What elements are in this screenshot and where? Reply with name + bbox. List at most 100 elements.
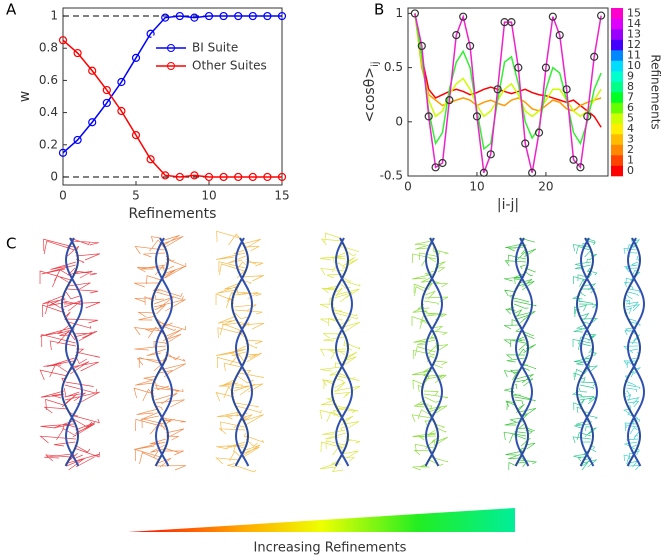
marker	[102, 85, 111, 95]
marker	[548, 12, 557, 21]
molecule-backbone	[626, 237, 646, 467]
molecule-backbone	[60, 237, 80, 467]
y-tick-label: 1	[50, 9, 58, 23]
colorbar-tick-label: 8	[627, 80, 634, 93]
y-axis-label: <cosθ>ij	[362, 61, 381, 122]
molecule	[215, 230, 265, 473]
panel-label: A	[6, 1, 17, 19]
molecule-backbone	[510, 237, 530, 467]
marker	[417, 41, 426, 51]
marker	[73, 135, 82, 145]
x-tick-label: 15	[274, 189, 289, 203]
colorbar-tick-label: 4	[627, 122, 634, 135]
marker	[534, 128, 544, 137]
marker	[58, 36, 68, 45]
series-line	[62, 15, 282, 154]
molecule-backbone	[234, 237, 254, 467]
marker	[131, 131, 141, 140]
caption: Increasing Refinements	[254, 541, 407, 556]
marker	[102, 98, 111, 108]
y-tick-label: 0.6	[39, 73, 58, 87]
marker	[541, 63, 551, 72]
marker	[234, 172, 243, 182]
marker	[131, 53, 141, 62]
y-tick-label: 0.8	[39, 41, 58, 55]
series-line	[62, 39, 282, 178]
marker	[263, 172, 272, 182]
colorbar-cell	[611, 39, 623, 51]
marker	[555, 30, 564, 40]
colorbar-tick-label: 11	[627, 48, 641, 61]
marker	[117, 77, 126, 87]
colorbar-cell	[611, 29, 623, 40]
y-axis-label-sub: ij	[370, 61, 381, 67]
marker	[452, 30, 461, 40]
marker	[459, 12, 468, 21]
molecule	[503, 237, 538, 471]
marker	[117, 106, 126, 116]
x-tick-label: 0	[59, 189, 67, 203]
marker	[277, 11, 287, 21]
marker	[58, 148, 68, 157]
colorbar-cell	[611, 92, 623, 103]
marker	[507, 17, 516, 27]
y-tick-label: 0.2	[39, 137, 58, 151]
marker	[190, 171, 199, 180]
colorbar-cell	[611, 60, 623, 72]
marker	[219, 11, 228, 21]
molecule-backbone	[424, 237, 444, 467]
legend-marker	[167, 62, 175, 70]
y-tick-label: 0.4	[39, 105, 58, 119]
axes-box	[62, 7, 283, 186]
molecule-sidechains	[319, 232, 361, 473]
legend-label: BI Suite	[192, 41, 238, 55]
y-axis-label-main: w	[17, 91, 33, 102]
colorbar-tick-label: 0	[627, 164, 634, 177]
marker	[438, 158, 447, 168]
colorbar-tick-label: 9	[627, 69, 634, 82]
legend-marker	[167, 44, 175, 52]
marker	[445, 96, 454, 105]
colorbar-tick-label: 10	[627, 59, 641, 72]
molecule	[622, 237, 646, 471]
molecule-backbone	[150, 237, 170, 467]
colorbar-cell	[611, 155, 623, 166]
molecule	[411, 237, 450, 471]
panel-label: C	[6, 235, 16, 253]
colorbar-label: Refinements	[649, 54, 663, 129]
y-axis-label-main: <cosθ>	[362, 67, 378, 123]
marker	[583, 112, 592, 121]
colorbar-cell	[611, 165, 623, 177]
marker	[219, 172, 228, 182]
marker	[190, 13, 199, 22]
series-line	[414, 13, 602, 112]
colorbar-cell	[611, 50, 623, 61]
colorbar-tick-label: 6	[627, 101, 634, 114]
molecule-backbone	[330, 237, 350, 467]
molecule	[39, 237, 101, 471]
colorbar-cell	[611, 81, 623, 93]
marker	[277, 172, 287, 182]
colorbar-cell	[611, 8, 623, 19]
molecule-sidechains	[133, 235, 187, 471]
marker	[161, 13, 170, 22]
colorbar-tick-label: 14	[627, 17, 641, 30]
marker	[472, 112, 482, 121]
panel-label: B	[374, 1, 384, 19]
colorbar-tick-label: 15	[627, 6, 641, 19]
molecule-backbone	[230, 237, 250, 467]
marker	[234, 11, 243, 21]
x-tick-label: 10	[469, 180, 484, 194]
colorbar-tick-label: 7	[627, 90, 634, 103]
axes-box	[407, 7, 609, 177]
marker	[562, 85, 571, 94]
marker	[569, 155, 578, 164]
x-tick-label: 10	[201, 189, 216, 203]
marker	[146, 155, 155, 164]
y-tick-label: -0.5	[380, 169, 403, 183]
marker	[590, 52, 599, 61]
legend-label: Other Suites	[192, 59, 267, 73]
colorbar-tick-label: 3	[627, 132, 634, 145]
marker	[493, 85, 502, 94]
molecule-backbone	[334, 237, 354, 467]
